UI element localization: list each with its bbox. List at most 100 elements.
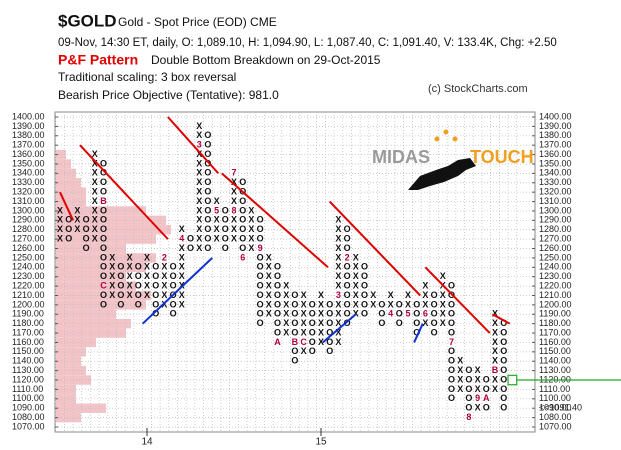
x-box: X [161,271,167,281]
o-box: O [309,318,316,328]
o-box: O [483,374,490,384]
x-box: X [196,215,202,225]
volume-bar [56,225,171,235]
y-tick-label-right: 1210.00 [539,290,572,300]
x-box: X [353,309,359,319]
o-box: O [257,309,264,319]
x-box: X [475,374,481,384]
x-box: X [92,205,98,215]
x-box: X [248,205,254,215]
o-box: O [222,233,229,243]
o-box: O [326,318,333,328]
o-box: O [222,224,229,234]
pattern-text: Double Bottom Breakdown on 29-Oct-2015 [151,53,381,67]
y-tick-label: 1180.00 [12,318,44,328]
o-box: O [465,403,472,413]
y-tick-label: 1340.00 [12,168,45,178]
x-box: X [492,327,498,337]
x-box: X [283,309,289,319]
x-box: X [92,233,98,243]
x-box: X [231,224,237,234]
x-box: X [440,271,446,281]
x-box: X [248,215,254,225]
y-tick-label-right: 1220.00 [539,280,572,290]
x-box: X [335,299,341,309]
trendline [167,116,220,175]
y-tick-label: 1190.00 [12,309,44,319]
y-tick-label: 1090.00 [12,403,45,413]
month-mark: 3 [336,290,341,300]
o-box: O [100,215,107,225]
x-box: X [179,290,185,300]
x-box: X [179,262,185,272]
x-box: X [127,271,133,281]
o-box: O [344,271,351,281]
x-box: X [161,290,167,300]
x-box: X [266,280,272,290]
y-tick-label: 1270.00 [12,233,45,243]
x-box: X [440,318,446,328]
x-box: X [492,318,498,328]
o-box: O [291,346,298,356]
o-box: O [413,309,420,319]
o-box: O [291,290,298,300]
o-box: O [257,271,264,281]
y-tick-label: 1370.00 [12,140,45,150]
month-mark: 6 [240,252,245,262]
o-box: O [239,196,246,206]
o-box: O [170,262,177,272]
o-box: O [100,243,107,253]
o-box: O [239,215,246,225]
y-tick-label: 1240.00 [12,262,45,272]
x-box: X [283,290,289,300]
x-box: X [301,318,307,328]
y-tick-label: 1330.00 [12,177,45,187]
y-tick-label: 1140.00 [12,356,44,366]
o-box: O [465,384,472,394]
o-box: O [222,243,229,253]
month-mark: 3 [197,140,202,150]
y-tick-label-right: 1150.00 [539,346,571,356]
o-box: O [239,243,246,253]
volume-bar [56,168,76,179]
o-box: O [361,309,368,319]
month-mark: 7 [449,337,454,347]
month-mark: 4 [388,309,393,319]
x-box: X [196,243,202,253]
month-mark: 7 [231,168,236,178]
o-box: O [239,177,246,187]
month-mark: 9 [258,243,263,253]
x-box: X [266,262,272,272]
y-tick-label-right: 1090.00 [539,403,572,413]
month-mark: 9 [475,393,480,403]
chart-subtitle: Gold - Spot Price (EOD) CME [118,15,277,29]
o-box: O [135,262,142,272]
y-tick-label-right: 1390.00 [539,121,572,131]
y-tick-label-right: 1160.00 [539,337,571,347]
o-box: O [170,271,177,281]
o-box: O [152,271,159,281]
x-box: X [301,290,307,300]
o-box: O [65,224,72,234]
x-box: X [440,299,446,309]
x-box: X [335,215,341,225]
x-box: X [405,299,411,309]
y-tick-label: 1100.00 [12,393,44,403]
o-box: O [170,309,177,319]
x-box: X [92,168,98,178]
o-box: O [500,346,507,356]
x-box: X [422,290,428,300]
x-box: X [335,318,341,328]
y-tick-label: 1220.00 [12,280,45,290]
x-box: X [196,158,202,168]
y-tick-label-right: 1190.00 [539,309,571,319]
y-tick-label-right: 1070.00 [539,421,572,431]
x-box: X [179,252,185,262]
volume-bar [56,318,131,329]
o-box: O [309,299,316,309]
x-box: X [127,252,133,262]
o-box: O [152,280,159,290]
o-box: O [274,271,281,281]
y-tick-label: 1160.00 [12,337,44,347]
o-box: O [257,215,264,225]
